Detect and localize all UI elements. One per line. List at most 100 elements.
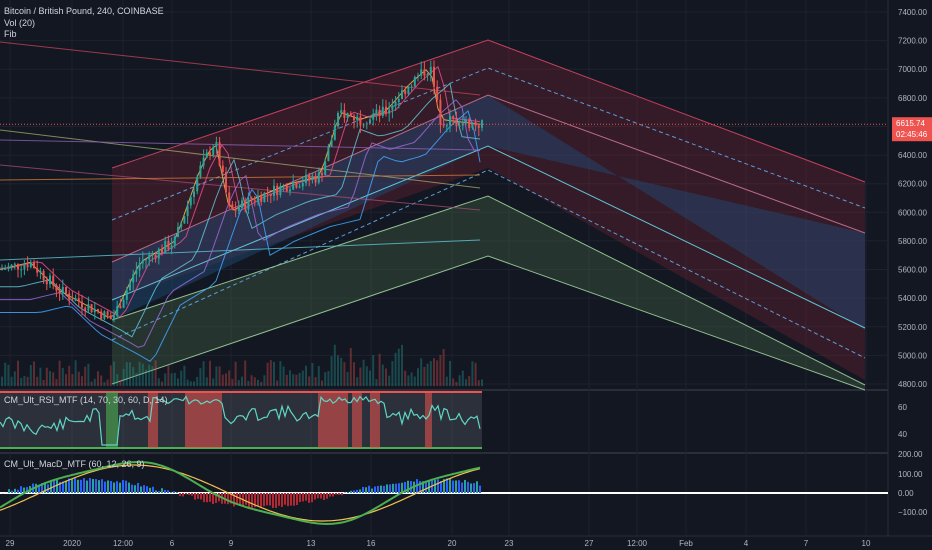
volume-bar [167, 365, 170, 386]
macd-histogram-bar [371, 488, 373, 493]
macd-histogram-bar [56, 479, 58, 493]
macd-histogram-bar [182, 493, 184, 497]
candle-body [324, 161, 327, 176]
macd-histogram-bar [248, 493, 250, 509]
volume-bar [20, 377, 23, 386]
vol-legend[interactable]: Vol (20) [4, 18, 36, 28]
volume-bars [1, 344, 483, 386]
candle-body [1, 269, 3, 271]
macd-histogram-bar [377, 485, 379, 493]
volume-bar [413, 376, 416, 386]
price-tick-label: 6200.00 [898, 180, 927, 189]
candle-body [311, 176, 314, 180]
volume-bar [113, 361, 115, 386]
macd-histogram-bar [293, 493, 295, 506]
volume-bar [196, 376, 199, 386]
macd-histogram-bar [188, 493, 190, 496]
price-tick-label: 4800.00 [898, 380, 927, 389]
volume-bar [7, 364, 10, 386]
macd-histogram-bar [158, 491, 160, 493]
macd-histogram-bar [227, 493, 229, 505]
volume-bar [426, 363, 429, 386]
time-tick-label: 12:00 [627, 539, 648, 548]
candle-body [23, 264, 26, 270]
candle-body [273, 185, 275, 196]
rsi-overbought-zone [352, 392, 362, 448]
macd-histogram-bar [98, 480, 100, 493]
candle-body [71, 299, 74, 301]
macd-histogram-bar [179, 493, 181, 497]
volume-bar [135, 372, 138, 386]
candle-body [359, 116, 362, 126]
candle-body [93, 309, 96, 313]
macd-histogram-bar [140, 486, 142, 493]
price-axis[interactable]: 4800.00 5000.00 5200.00 5400.00 5600.00 5800.… [0, 8, 932, 517]
volume-bar [465, 379, 467, 386]
fib-legend[interactable]: Fib [4, 29, 17, 39]
candle-body [295, 182, 298, 188]
rsi-tick-label: 40 [898, 430, 907, 439]
candle-body [161, 248, 163, 253]
price-tick-label: 5400.00 [898, 294, 927, 303]
macd-histogram-bar [68, 478, 70, 493]
macd-histogram-bar [275, 493, 277, 508]
volume-bar [189, 381, 192, 386]
macd-histogram-bar [329, 493, 331, 497]
macd-tick-label: 0.00 [898, 489, 914, 498]
volume-bar [445, 376, 448, 386]
candle-body [138, 263, 141, 271]
macd-histogram-bar [101, 479, 103, 493]
candle-body [87, 304, 90, 311]
fib-band-green [112, 196, 865, 390]
candle-body [199, 165, 202, 177]
volume-bar [295, 374, 298, 386]
candle-body [308, 174, 311, 180]
volume-bar [228, 370, 231, 386]
volume-bar [285, 374, 288, 386]
macd-histogram-bar [464, 479, 466, 493]
rsi-panel [0, 391, 482, 449]
candle-body [113, 316, 115, 320]
candle-body [157, 248, 160, 259]
macd-histogram-bar [206, 493, 208, 503]
macd-histogram-bar [170, 491, 172, 493]
volume-bar [237, 380, 240, 386]
macd-histogram-bar [287, 493, 289, 507]
macd-histogram-bar [338, 493, 340, 495]
volume-bar [375, 379, 378, 386]
fib-line-mid [111, 145, 866, 329]
macd-histogram-bar [332, 493, 334, 497]
macd-histogram-bar [128, 482, 130, 493]
macd-histogram-bar [185, 493, 187, 495]
candle-body [36, 268, 39, 273]
candle-body [183, 216, 186, 224]
candle-body [13, 263, 16, 265]
candle-body [205, 152, 208, 158]
volume-bar [199, 368, 202, 386]
macd-histogram-bar [380, 485, 382, 493]
candle-body [285, 185, 288, 192]
volume-bar [417, 368, 419, 386]
volume-bar [106, 379, 109, 386]
macd-histogram-bar [77, 479, 79, 493]
macd-histogram-bar [449, 478, 451, 493]
volume-bar [49, 371, 51, 386]
macd-histogram-bar [281, 493, 283, 507]
macd-histogram-bar [131, 484, 133, 493]
rsi-legend[interactable]: CM_Ult_RSI_MTF (14, 70, 30, 60, D, 14) [4, 395, 168, 405]
candle-body [164, 241, 167, 253]
candle-body [234, 209, 237, 211]
candle-body [263, 192, 266, 202]
fib-line-dash [111, 67, 866, 221]
macd-histogram-bar [347, 491, 349, 493]
macd-histogram-bar [440, 481, 442, 493]
candle-body [343, 110, 346, 118]
time-axis[interactable]: 29 2020 12:00 6 9 13 16 20 23 27 12:00 Feb 4 7 10 [6, 539, 871, 548]
candle-body [305, 174, 307, 184]
macd-histogram-bar [263, 493, 265, 507]
macd-legend[interactable]: CM_Ult_MacD_MTF (60, 12, 26, 9) [4, 459, 145, 469]
macd-tick-label: 200.00 [898, 450, 923, 459]
macd-histogram-bar [164, 490, 166, 493]
macd-histogram-bar [65, 480, 67, 493]
candle-body [26, 264, 29, 268]
